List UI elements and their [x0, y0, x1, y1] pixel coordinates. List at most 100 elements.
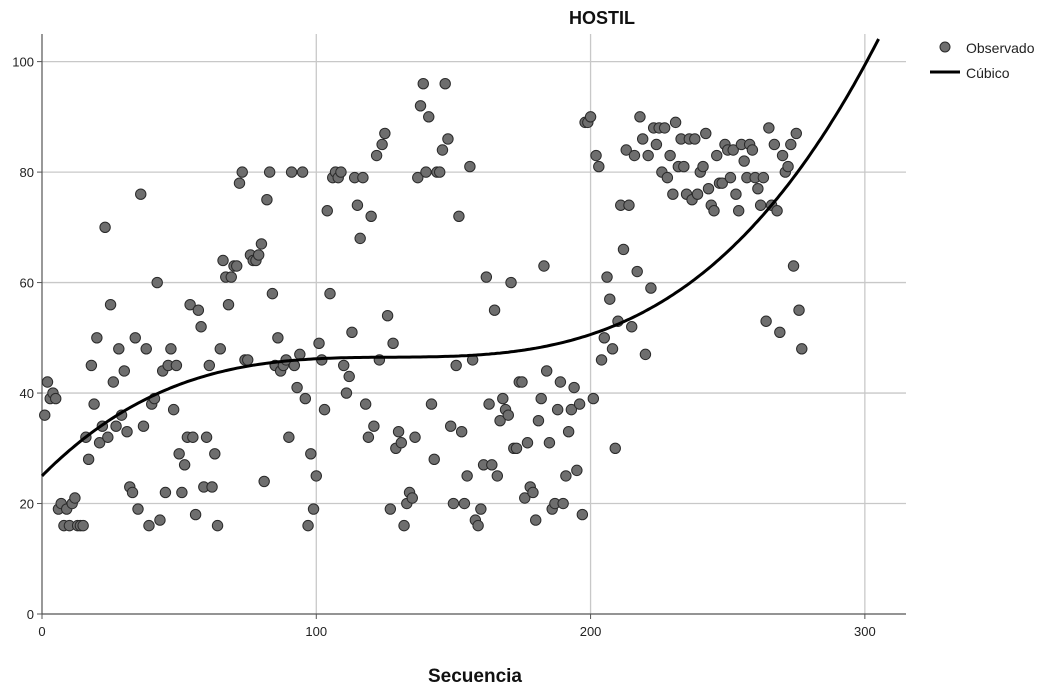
- data-point-0: [40, 410, 50, 420]
- data-point-252: [731, 189, 741, 199]
- data-point-127: [388, 338, 398, 348]
- data-point-145: [437, 145, 447, 155]
- data-point-78: [253, 250, 263, 260]
- chart-title: HOSTIL: [569, 8, 635, 28]
- data-point-179: [531, 515, 541, 525]
- data-point-126: [385, 504, 395, 514]
- data-point-238: [692, 189, 702, 199]
- data-point-237: [690, 134, 700, 144]
- data-point-218: [637, 134, 647, 144]
- data-point-49: [174, 449, 184, 459]
- data-point-202: [594, 161, 604, 171]
- data-point-74: [243, 355, 253, 365]
- data-point-170: [506, 277, 516, 287]
- data-point-138: [418, 79, 428, 89]
- data-point-80: [259, 476, 269, 486]
- data-point-146: [440, 79, 450, 89]
- data-point-191: [563, 427, 573, 437]
- data-point-142: [429, 454, 439, 464]
- data-point-54: [188, 432, 198, 442]
- data-point-18: [89, 399, 99, 409]
- data-point-111: [344, 371, 354, 381]
- data-point-59: [201, 432, 211, 442]
- data-point-271: [783, 161, 793, 171]
- data-point-71: [234, 178, 244, 188]
- data-point-79: [256, 239, 266, 249]
- data-point-274: [791, 128, 801, 138]
- data-point-272: [786, 139, 796, 149]
- data-point-172: [511, 443, 521, 453]
- data-point-112: [347, 327, 357, 337]
- data-point-98: [308, 504, 318, 514]
- data-point-195: [574, 399, 584, 409]
- data-point-244: [709, 206, 719, 216]
- data-point-174: [517, 377, 527, 387]
- data-point-233: [679, 161, 689, 171]
- data-point-24: [105, 299, 115, 309]
- data-point-221: [646, 283, 656, 293]
- data-point-51: [179, 460, 189, 470]
- data-point-204: [599, 333, 609, 343]
- data-point-42: [155, 515, 165, 525]
- data-point-165: [492, 471, 502, 481]
- data-point-154: [462, 471, 472, 481]
- data-point-220: [643, 150, 653, 160]
- data-point-169: [503, 410, 513, 420]
- data-point-182: [539, 261, 549, 271]
- data-point-189: [558, 498, 568, 508]
- data-point-90: [286, 167, 296, 177]
- data-point-208: [610, 443, 620, 453]
- data-point-108: [336, 167, 346, 177]
- data-point-150: [451, 360, 461, 370]
- data-point-164: [489, 305, 499, 315]
- data-point-89: [284, 432, 294, 442]
- data-point-63: [212, 520, 222, 530]
- data-point-215: [629, 150, 639, 160]
- data-point-35: [136, 189, 146, 199]
- data-point-121: [371, 150, 381, 160]
- data-point-216: [632, 266, 642, 276]
- data-point-32: [127, 487, 137, 497]
- data-point-99: [311, 471, 321, 481]
- data-point-207: [607, 344, 617, 354]
- data-point-229: [668, 189, 678, 199]
- data-point-47: [168, 404, 178, 414]
- data-point-1: [42, 377, 52, 387]
- data-point-46: [166, 344, 176, 354]
- data-point-94: [297, 167, 307, 177]
- data-point-56: [193, 305, 203, 315]
- data-point-129: [393, 427, 403, 437]
- data-point-48: [171, 360, 181, 370]
- data-point-119: [366, 211, 376, 221]
- data-point-147: [443, 134, 453, 144]
- data-point-264: [764, 123, 774, 133]
- data-point-50: [177, 487, 187, 497]
- data-point-148: [445, 421, 455, 431]
- legend-marker-observado: [940, 42, 950, 52]
- data-point-158: [473, 520, 483, 530]
- data-point-33: [130, 333, 140, 343]
- data-point-92: [292, 382, 302, 392]
- tick-label-x-100: 100: [305, 624, 327, 639]
- data-point-226: [659, 123, 669, 133]
- data-point-228: [665, 150, 675, 160]
- data-point-137: [415, 101, 425, 111]
- data-point-242: [703, 183, 713, 193]
- data-point-241: [701, 128, 711, 138]
- data-point-27: [114, 344, 124, 354]
- data-point-34: [133, 504, 143, 514]
- data-point-61: [207, 482, 217, 492]
- data-point-25: [108, 377, 118, 387]
- data-point-176: [522, 438, 532, 448]
- data-point-184: [544, 438, 554, 448]
- data-point-152: [456, 427, 466, 437]
- data-point-206: [605, 294, 615, 304]
- data-point-70: [232, 261, 242, 271]
- data-point-151: [454, 211, 464, 221]
- data-point-167: [498, 393, 508, 403]
- data-point-266: [769, 139, 779, 149]
- tick-label-x-200: 200: [580, 624, 602, 639]
- data-point-223: [651, 139, 661, 149]
- data-point-153: [459, 498, 469, 508]
